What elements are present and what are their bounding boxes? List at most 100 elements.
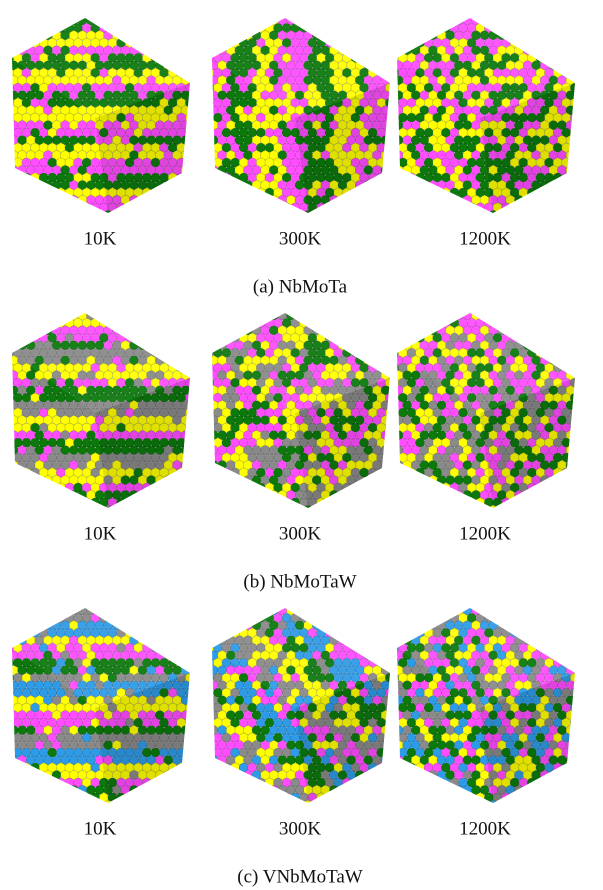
atom	[212, 45, 219, 56]
panel-caption: (a) NbMoTa	[253, 276, 348, 297]
atom	[282, 303, 291, 312]
atom	[137, 620, 148, 631]
atom	[385, 598, 394, 607]
atom	[476, 8, 485, 17]
atom	[368, 598, 377, 607]
atom	[557, 355, 567, 366]
atom	[251, 313, 262, 321]
atom	[350, 318, 361, 328]
atom	[397, 165, 404, 175]
atom	[557, 45, 567, 56]
atom	[557, 60, 567, 71]
atom	[397, 377, 400, 388]
atom	[265, 598, 274, 607]
atom	[389, 665, 390, 676]
atom	[200, 741, 209, 750]
atom	[548, 30, 559, 41]
atom	[146, 313, 157, 321]
atom	[574, 135, 575, 146]
atom	[317, 303, 326, 312]
atom	[316, 23, 326, 33]
atom	[325, 8, 334, 17]
atom	[397, 467, 408, 478]
atom	[397, 202, 400, 213]
atom	[384, 467, 390, 478]
atom	[415, 497, 425, 508]
atom	[137, 785, 148, 795]
atom	[574, 180, 575, 190]
atom	[557, 210, 567, 213]
atom	[177, 303, 186, 312]
atom	[346, 210, 357, 213]
atom	[433, 303, 442, 312]
atom	[350, 23, 361, 33]
atom	[389, 740, 390, 751]
atom	[0, 741, 9, 750]
atom	[217, 608, 228, 616]
atom	[363, 313, 374, 321]
atom	[225, 195, 236, 205]
atom	[176, 23, 187, 33]
atom	[184, 747, 190, 758]
atom	[167, 777, 178, 788]
atom	[432, 187, 443, 198]
atom	[407, 8, 416, 17]
atom	[518, 318, 529, 328]
atom	[111, 800, 122, 803]
atom	[212, 82, 215, 93]
atom	[389, 165, 390, 175]
atom	[462, 505, 473, 508]
atom	[535, 187, 546, 198]
atom	[124, 318, 135, 328]
atom	[385, 341, 394, 350]
atom	[212, 172, 215, 183]
atom	[565, 30, 575, 41]
atom	[189, 400, 190, 411]
atom	[574, 385, 575, 396]
atom	[428, 210, 438, 213]
atom	[385, 505, 394, 514]
atom	[397, 23, 400, 33]
atom	[308, 303, 317, 312]
atom	[389, 475, 390, 485]
atom	[68, 785, 79, 795]
atom	[238, 613, 249, 623]
atom	[380, 385, 390, 396]
atom	[247, 187, 258, 198]
atom	[154, 800, 165, 803]
atom	[539, 45, 550, 56]
atom	[243, 608, 253, 616]
atom	[12, 127, 15, 138]
atom	[0, 106, 9, 115]
atom	[539, 490, 550, 500]
atom	[251, 490, 262, 500]
atom	[234, 770, 245, 780]
atom	[397, 407, 400, 418]
atom	[184, 497, 190, 508]
atom	[163, 30, 174, 41]
atom	[256, 598, 265, 607]
atom	[184, 318, 190, 328]
temperature-label: 10K	[84, 818, 117, 839]
atom	[397, 112, 400, 123]
atom	[184, 172, 190, 183]
atom	[231, 303, 240, 312]
atom	[428, 475, 438, 485]
atom	[200, 431, 209, 440]
atom	[212, 422, 215, 433]
atom	[129, 608, 139, 616]
atom	[0, 416, 9, 425]
atom	[30, 598, 39, 607]
atom	[389, 490, 390, 500]
atom	[406, 467, 417, 478]
atom	[43, 785, 53, 795]
atom	[380, 770, 390, 780]
atom	[251, 195, 262, 205]
atom	[359, 53, 369, 63]
atom	[47, 777, 58, 788]
atom	[384, 762, 390, 773]
atom	[90, 202, 101, 213]
atom	[440, 482, 451, 493]
atom	[176, 792, 187, 803]
atom	[380, 490, 390, 500]
